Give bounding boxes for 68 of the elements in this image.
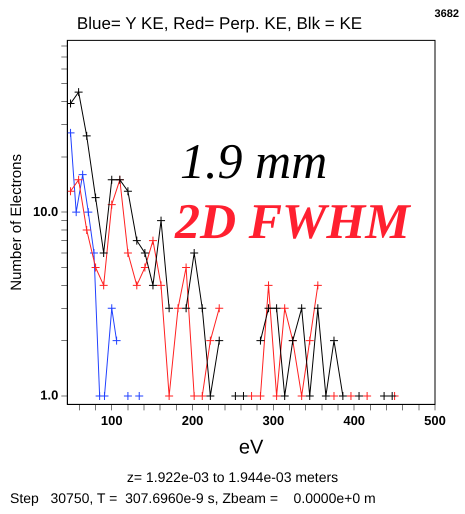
point <box>99 280 108 290</box>
point <box>148 280 158 290</box>
point <box>313 280 322 290</box>
point <box>156 280 166 290</box>
point <box>67 128 76 138</box>
point <box>82 131 92 140</box>
point <box>148 236 158 246</box>
point <box>74 88 84 97</box>
point <box>140 263 150 272</box>
point <box>140 248 150 258</box>
point <box>256 336 265 346</box>
annotation: 1.9 mm <box>180 132 328 190</box>
x-tick-label: 300 <box>262 412 284 428</box>
point <box>297 391 306 400</box>
point <box>214 304 224 313</box>
point <box>264 304 274 313</box>
point <box>123 248 132 258</box>
point <box>132 280 142 290</box>
point <box>91 263 100 272</box>
point <box>67 99 76 108</box>
y-tick-label: 1.0 <box>40 388 58 403</box>
point <box>182 263 191 272</box>
annotation: 2D FWHM <box>175 192 410 250</box>
point <box>305 336 314 346</box>
point <box>264 280 274 290</box>
point <box>82 225 92 234</box>
point <box>134 391 144 400</box>
x-axis-title: eV <box>238 436 264 459</box>
point <box>272 391 282 400</box>
point <box>297 304 306 313</box>
point <box>190 248 199 258</box>
text: 3682 <box>434 8 459 20</box>
point <box>164 304 174 313</box>
point <box>182 304 191 313</box>
point <box>107 200 116 210</box>
point <box>132 236 142 246</box>
point <box>112 336 122 346</box>
point <box>123 186 132 196</box>
point <box>338 391 348 400</box>
point <box>272 304 282 313</box>
x-tick-label: 200 <box>182 412 204 428</box>
y-tick-label: 10.0 <box>32 204 58 219</box>
point <box>280 304 290 313</box>
point <box>67 186 76 196</box>
point <box>321 391 330 400</box>
point <box>329 391 338 400</box>
chart-title: Blue= Y KE, Red= Perp. KE, Blk = KE <box>76 14 362 33</box>
point <box>362 391 372 400</box>
point <box>174 304 183 313</box>
point <box>78 170 88 180</box>
point <box>107 175 116 184</box>
point <box>123 391 132 400</box>
x-tick-label: 500 <box>424 412 446 428</box>
point <box>74 175 84 184</box>
text: z= 1.922e-03 to 1.944e-03 meters <box>126 469 340 485</box>
x-tick-label: 400 <box>343 412 366 428</box>
point <box>354 391 364 400</box>
point <box>346 391 356 400</box>
x-tick-label: 100 <box>100 412 123 428</box>
text: Step 30750, T = 307.6960e-9 s, Zbeam = 0.0000e+0 m <box>10 490 376 506</box>
point <box>206 336 215 346</box>
y-axis-title: Number of Electrons <box>8 154 26 291</box>
point <box>84 208 93 217</box>
point <box>91 193 100 202</box>
point <box>198 304 207 313</box>
point <box>329 336 338 346</box>
point <box>89 248 98 258</box>
point <box>214 336 224 346</box>
